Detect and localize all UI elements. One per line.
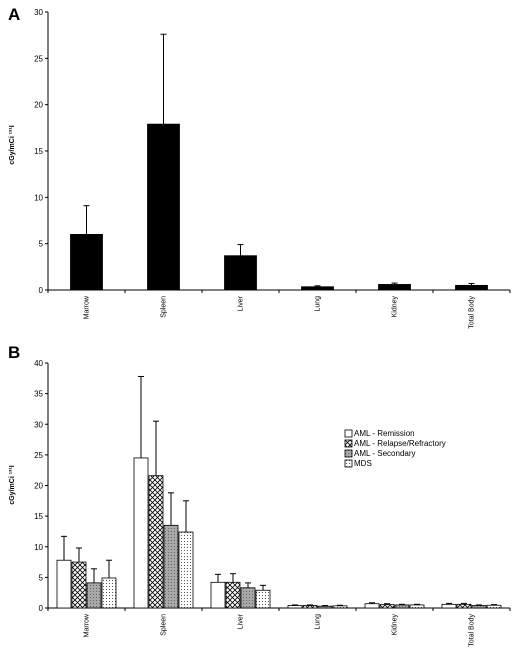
y-tick-label: 0 xyxy=(39,604,44,613)
category-label: Total Body xyxy=(469,296,476,329)
bar xyxy=(471,605,487,609)
category-label: Marrow xyxy=(84,295,91,319)
bar xyxy=(210,581,226,609)
bar xyxy=(394,604,410,609)
y-tick-label: 10 xyxy=(34,193,43,202)
bar xyxy=(455,284,488,291)
bar xyxy=(409,604,425,609)
legend-swatch xyxy=(344,429,353,438)
bar xyxy=(379,604,395,609)
category-label: Liver xyxy=(238,613,245,629)
category-label: Kidney xyxy=(392,296,399,318)
y-tick-label: 25 xyxy=(34,451,43,460)
bar xyxy=(287,605,303,609)
panel-b-letter: B xyxy=(8,343,20,362)
bar xyxy=(456,603,472,609)
y-tick-label: 30 xyxy=(34,420,43,429)
bar xyxy=(178,531,194,609)
panel-a: A cGy/mCi ¹³¹I 0 5 10 15 20 25 30 Marrow Spleen L… xyxy=(8,5,511,329)
bar xyxy=(317,605,333,609)
bar xyxy=(302,605,318,609)
bar xyxy=(225,581,241,609)
category-label: Spleen xyxy=(161,296,168,318)
category-label: Lung xyxy=(315,614,322,630)
panel-b: B cGy/mCi ¹³¹I 0 5 10 15 20 25 30 35 40 Marrow Spl… xyxy=(8,343,511,647)
bar xyxy=(240,587,256,609)
y-tick-label: 20 xyxy=(34,482,43,491)
category-label: Total Body xyxy=(469,614,476,647)
y-tick-label: 10 xyxy=(34,543,43,552)
panel-a-letter: A xyxy=(8,5,20,24)
bar xyxy=(133,457,149,609)
y-tick-label: 5 xyxy=(39,240,44,249)
bar xyxy=(364,603,380,609)
y-tick-label: 5 xyxy=(39,573,44,582)
y-tick-label: 0 xyxy=(39,286,44,295)
bar xyxy=(56,559,72,609)
legend-label: AML - Relapse/Refractory xyxy=(354,439,446,448)
legend-swatch xyxy=(344,439,353,448)
category-label: Liver xyxy=(238,295,245,311)
category-label: Spleen xyxy=(161,614,168,636)
category-label: Lung xyxy=(315,296,322,312)
legend-label: MDS xyxy=(354,459,372,468)
bar xyxy=(147,123,180,291)
category-label: Kidney xyxy=(392,614,399,636)
bar xyxy=(301,286,334,291)
bar xyxy=(86,582,102,609)
bar xyxy=(70,233,103,291)
y-tick-label: 35 xyxy=(34,390,43,399)
y-tick-label: 20 xyxy=(34,101,43,110)
y-tick-label: 40 xyxy=(34,359,43,368)
bar xyxy=(378,284,411,291)
legend-label: AML - Secondary xyxy=(354,449,416,458)
y-tick-label: 25 xyxy=(34,54,43,63)
bar xyxy=(255,589,271,609)
bar xyxy=(163,524,179,609)
category-label: Marrow xyxy=(84,613,91,637)
bar xyxy=(148,475,164,609)
panel-b-y-axis-label: cGy/mCi ¹³¹I xyxy=(9,465,16,504)
bar xyxy=(101,577,117,609)
legend-label: AML - Remission xyxy=(354,429,415,438)
bar xyxy=(71,561,87,609)
bar xyxy=(224,255,257,291)
legend-swatch xyxy=(344,459,353,468)
y-tick-label: 15 xyxy=(34,147,43,156)
y-tick-label: 15 xyxy=(34,512,43,521)
legend-swatch xyxy=(344,449,353,458)
bar xyxy=(332,605,348,609)
panel-a-y-axis-label: cGy/mCi ¹³¹I xyxy=(9,125,16,164)
bar xyxy=(441,603,457,609)
bar xyxy=(486,604,502,609)
y-tick-label: 30 xyxy=(34,8,43,17)
